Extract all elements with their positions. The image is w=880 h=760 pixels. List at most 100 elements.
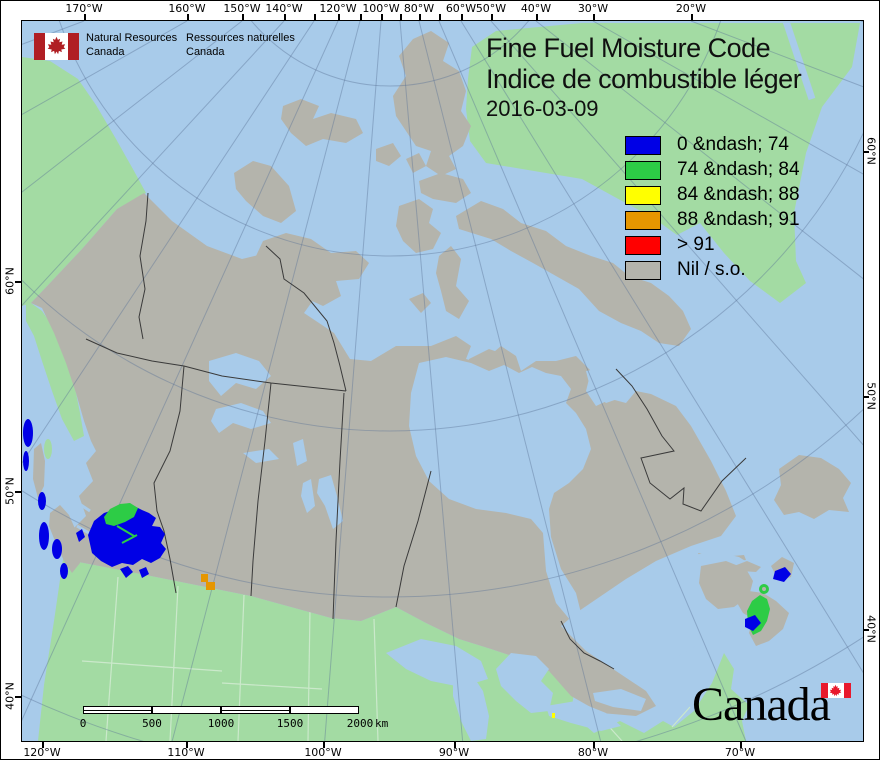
axis-tick: [593, 742, 595, 748]
prince-edward-island: [734, 561, 761, 572]
patch-orange-alberta: [201, 574, 215, 590]
lon-label-top: 120°W: [319, 2, 357, 15]
lake-ontario: [593, 689, 646, 711]
lon-label-bottom: 110°W: [167, 746, 205, 759]
lon-label-top: 60°W: [445, 2, 477, 15]
province-borders: [85, 192, 747, 670]
map-date: 2016-03-09: [486, 96, 599, 121]
map-frame: Natural Resources Canada Ressources natu…: [21, 20, 864, 742]
axis-tick: [15, 491, 22, 493]
patch-green-bc: [104, 503, 138, 526]
inland-water: [65, 293, 767, 741]
lon-label-top: 40°W: [520, 2, 552, 15]
axis-tick: [439, 14, 441, 21]
alaska: [22, 57, 146, 306]
legend-label: > 91: [677, 234, 715, 255]
axis-tick: [419, 14, 421, 21]
axis-tick: [454, 742, 456, 748]
org-name-fr-line1: Ressources naturelles: [186, 32, 295, 44]
legend-row: 88 &ndash; 91: [625, 209, 855, 236]
scale-bar: 0 500 1000 1500 2000 km: [79, 706, 388, 736]
scale-label: 2000: [346, 717, 374, 730]
axis-tick: [314, 14, 316, 21]
wordmark-text: Canada: [692, 678, 831, 731]
hudson-bay: [409, 357, 591, 621]
scale-unit: km: [375, 717, 389, 730]
org-name-en-line1: Natural Resources: [86, 32, 178, 44]
legend-row: Nil / s.o.: [625, 259, 855, 286]
vancouver-island: [49, 505, 82, 573]
axis-tick: [284, 14, 286, 21]
axis-tick: [691, 14, 693, 21]
axis-tick: [360, 14, 362, 21]
legend-label: 74 &ndash; 84: [677, 159, 800, 180]
axis-tick: [323, 742, 325, 748]
lon-label-bottom: 120°W: [23, 746, 61, 759]
lake-superior: [386, 639, 488, 687]
baffin-island: [456, 201, 691, 346]
legend-row: 74 &ndash; 84: [625, 159, 855, 186]
wordmark-flag-icon: [821, 683, 851, 698]
legend-row: 0 &ndash; 74: [625, 134, 855, 161]
legend-label: Nil / s.o.: [677, 259, 746, 280]
lon-label-top: 160°W: [168, 2, 206, 15]
scale-label: 1500: [276, 717, 304, 730]
greenland-fjord: [782, 21, 816, 101]
canada-ffmc-map: [22, 21, 863, 741]
scale-segment: [152, 706, 221, 714]
lon-label-top: 80°W: [403, 2, 435, 15]
scale-segment: [290, 706, 359, 714]
lon-label-top: 30°W: [577, 2, 609, 15]
greenland: [466, 23, 860, 303]
lon-label-bottom: 70°W: [724, 746, 756, 759]
lon-label-bottom: 90°W: [438, 746, 470, 759]
legend-label: 84 &ndash; 88: [677, 184, 800, 205]
axis-tick: [863, 629, 869, 631]
axis-tick: [186, 742, 188, 748]
new-brunswick: [699, 561, 753, 609]
lon-label-top: 50°W: [475, 2, 507, 15]
lon-label-top: 100°W: [362, 2, 400, 15]
scale-label: 0: [79, 717, 87, 730]
axis-tick: [15, 281, 22, 283]
patch-blue-coast: [23, 419, 68, 579]
legend-label: 88 &ndash; 91: [677, 209, 800, 230]
scale-label: 500: [142, 717, 162, 730]
haida-gwaii: [33, 443, 45, 498]
scale-label: 1000: [207, 717, 235, 730]
legend-label: 0 &ndash; 74: [677, 134, 789, 155]
axis-tick: [381, 14, 383, 21]
axis-tick: [593, 14, 595, 21]
axis-tick: [491, 14, 493, 21]
lon-label-top: 170°W: [65, 2, 103, 15]
canada-wordmark: Canada: [692, 677, 862, 733]
org-name-fr-line2: Canada: [186, 46, 225, 58]
lon-label-top: 150°W: [223, 2, 261, 15]
legend-swatch-orange: [625, 211, 661, 230]
axis-tick: [863, 151, 869, 153]
lon-label-bottom: 100°W: [304, 746, 342, 759]
legend-swatch-nil: [625, 261, 661, 280]
axis-tick: [461, 14, 463, 21]
legend-swatch-yellow: [625, 186, 661, 205]
lon-label-top: 20°W: [675, 2, 707, 15]
legend-swatch-green: [625, 161, 661, 180]
legend-row: > 91: [625, 234, 855, 261]
axis-tick: [242, 14, 244, 21]
org-name-en-line2: Canada: [86, 46, 125, 58]
axis-tick: [863, 396, 869, 398]
patch-blue-cape-breton: [773, 567, 791, 582]
lon-label-bottom: 80°W: [577, 746, 609, 759]
axis-tick: [536, 14, 538, 21]
lake-huron: [496, 653, 553, 713]
axis-tick: [187, 14, 189, 21]
ffmc-patches: [23, 419, 791, 718]
map-title-fr: Indice de combustible léger: [486, 64, 802, 94]
legend-row: 84 &ndash; 88: [625, 184, 855, 211]
canada-flag-icon: [34, 33, 79, 60]
axis-tick: [338, 14, 340, 21]
graticule: [22, 21, 863, 741]
patch-yellow-ontario: [552, 713, 555, 718]
newfoundland: [774, 455, 851, 519]
